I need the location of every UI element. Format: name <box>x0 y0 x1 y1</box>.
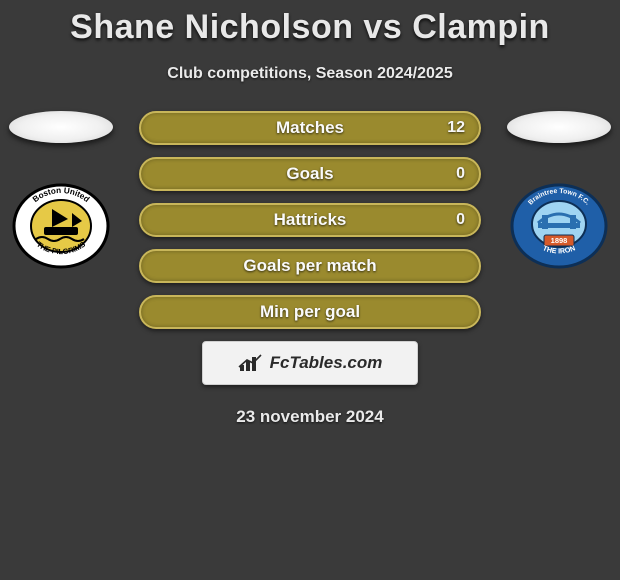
page-title: Shane Nicholson vs Clampin <box>0 0 620 47</box>
date-text: 23 november 2024 <box>0 407 620 427</box>
stat-label: Goals per match <box>141 251 479 281</box>
stat-row-goals: Goals 0 <box>139 157 481 191</box>
stat-right-value: 0 <box>456 159 465 189</box>
stat-row-matches: Matches 12 <box>139 111 481 145</box>
comparison-area: Boston United THE PILGRIMS <box>0 111 620 427</box>
club-badge-left: Boston United THE PILGRIMS <box>12 183 110 269</box>
stats-list: Matches 12 Goals 0 Hattricks 0 Goals per… <box>139 111 481 329</box>
svg-text:1898: 1898 <box>551 236 568 245</box>
player-left-avatar-placeholder <box>9 111 113 143</box>
stat-right-value: 12 <box>447 113 465 143</box>
player-right: 1898 Braintree Town F.C. THE IRON <box>504 111 614 269</box>
stat-row-hattricks: Hattricks 0 <box>139 203 481 237</box>
club-badge-right: 1898 Braintree Town F.C. THE IRON <box>510 183 608 269</box>
page-subtitle: Club competitions, Season 2024/2025 <box>0 65 620 83</box>
stat-right-value: 0 <box>456 205 465 235</box>
stat-row-mpg: Min per goal <box>139 295 481 329</box>
brand-text: FcTables.com <box>270 353 383 373</box>
stat-label: Hattricks <box>141 205 479 235</box>
player-right-avatar-placeholder <box>507 111 611 143</box>
player-left: Boston United THE PILGRIMS <box>6 111 116 269</box>
brand-box[interactable]: FcTables.com <box>202 341 418 385</box>
stat-label: Matches <box>141 113 479 143</box>
bar-chart-icon <box>238 353 264 373</box>
stat-row-gpm: Goals per match <box>139 249 481 283</box>
stat-label: Min per goal <box>141 297 479 327</box>
stat-label: Goals <box>141 159 479 189</box>
